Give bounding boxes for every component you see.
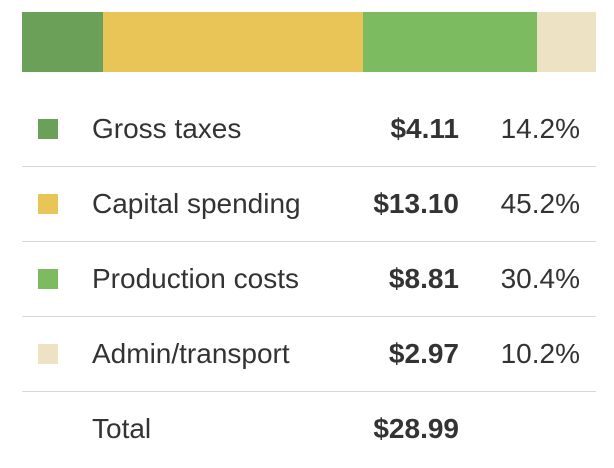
- stacked-bar: [22, 12, 596, 72]
- legend-swatch: [38, 194, 58, 214]
- legend-value: $2.97: [388, 338, 459, 369]
- bar-segment-admin-transport: [537, 12, 596, 72]
- legend-row-gross-taxes: Gross taxes $4.11 14.2%: [22, 92, 596, 167]
- legend-value: $13.10: [373, 188, 459, 219]
- bar-segment-gross-taxes: [22, 12, 104, 72]
- bar-segment-capital-spending: [103, 12, 363, 72]
- legend-label: Gross taxes: [92, 113, 242, 144]
- legend-percent: 10.2%: [500, 338, 580, 369]
- legend-label: Capital spending: [92, 188, 301, 219]
- legend-row-admin-transport: Admin/transport $2.97 10.2%: [22, 317, 596, 392]
- legend-table: Gross taxes $4.11 14.2% Capital spending…: [22, 92, 596, 466]
- legend-swatch: [38, 119, 58, 139]
- total-label: Total: [92, 413, 152, 444]
- legend-swatch: [38, 269, 58, 289]
- legend-swatch: [38, 344, 58, 364]
- legend-percent: 14.2%: [500, 113, 580, 144]
- legend-value: $4.11: [390, 113, 459, 144]
- bar-segment-production-costs: [362, 12, 538, 72]
- legend-label: Admin/transport: [92, 338, 290, 369]
- total-value: $28.99: [373, 413, 459, 444]
- legend-percent: 45.2%: [500, 188, 580, 219]
- legend-value: $8.81: [388, 263, 459, 294]
- total-row: Total $28.99: [22, 392, 596, 466]
- legend-row-capital-spending: Capital spending $13.10 45.2%: [22, 167, 596, 242]
- legend-percent: 30.4%: [500, 263, 580, 294]
- legend-label: Production costs: [92, 263, 299, 294]
- legend-row-production-costs: Production costs $8.81 30.4%: [22, 242, 596, 317]
